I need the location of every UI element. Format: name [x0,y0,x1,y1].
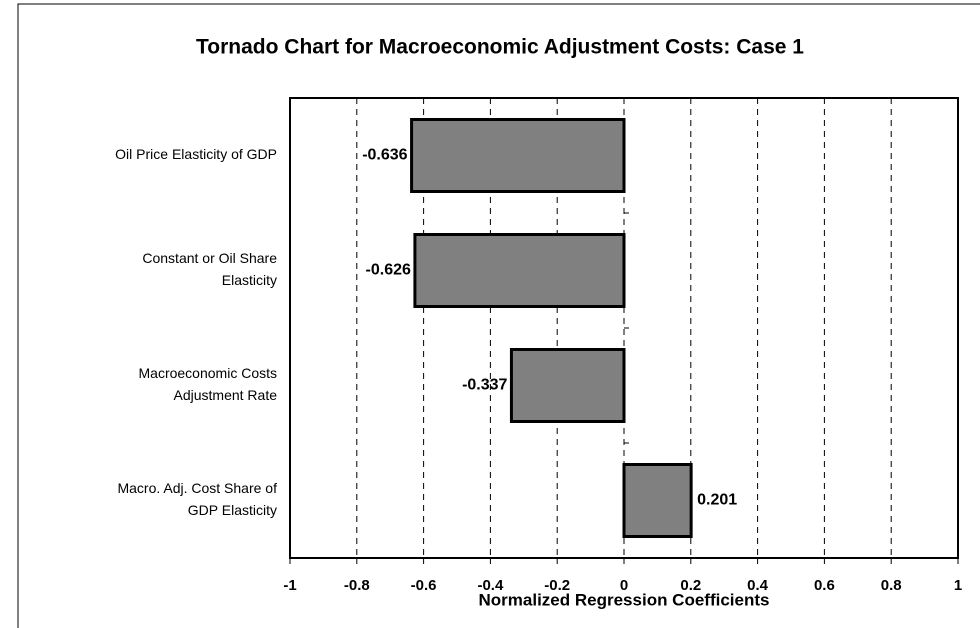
category-label: Oil Price Elasticity of GDP [115,145,277,162]
data-label: -0.636 [362,147,407,164]
x-tick-label: -0.2 [544,577,570,594]
x-tick-label: 0.8 [881,577,902,594]
x-tick-label: 1 [954,577,962,594]
x-tick-label: 0.2 [680,577,701,594]
x-tick-label: -1 [283,577,296,594]
category-label: Macroeconomic Costs Adjustment Rate [138,364,278,403]
x-tick-label: -0.6 [411,577,437,594]
x-tick-label: -0.8 [344,577,370,594]
chart-frame [17,3,980,628]
plot-frame [289,97,959,559]
data-label: -0.337 [462,377,507,394]
bar [413,233,626,308]
x-tick-label: -0.4 [477,577,504,594]
x-axis-label: Normalized Regression Coefficients [479,590,770,609]
bar [622,463,693,538]
bar [410,118,626,193]
data-label: 0.201 [697,492,737,509]
x-tick-label: 0.4 [747,577,769,594]
x-tick-label: 0 [620,577,628,594]
x-tick-label: 0.6 [814,577,835,594]
bar [509,348,626,423]
chart-title: Tornado Chart for Macroeconomic Adjustme… [196,36,804,59]
category-label: Macro. Adj. Cost Share of GDP Elasticity [117,479,277,518]
data-label: -0.626 [366,262,411,279]
category-label: Constant or Oil Share Elasticity [142,249,277,288]
